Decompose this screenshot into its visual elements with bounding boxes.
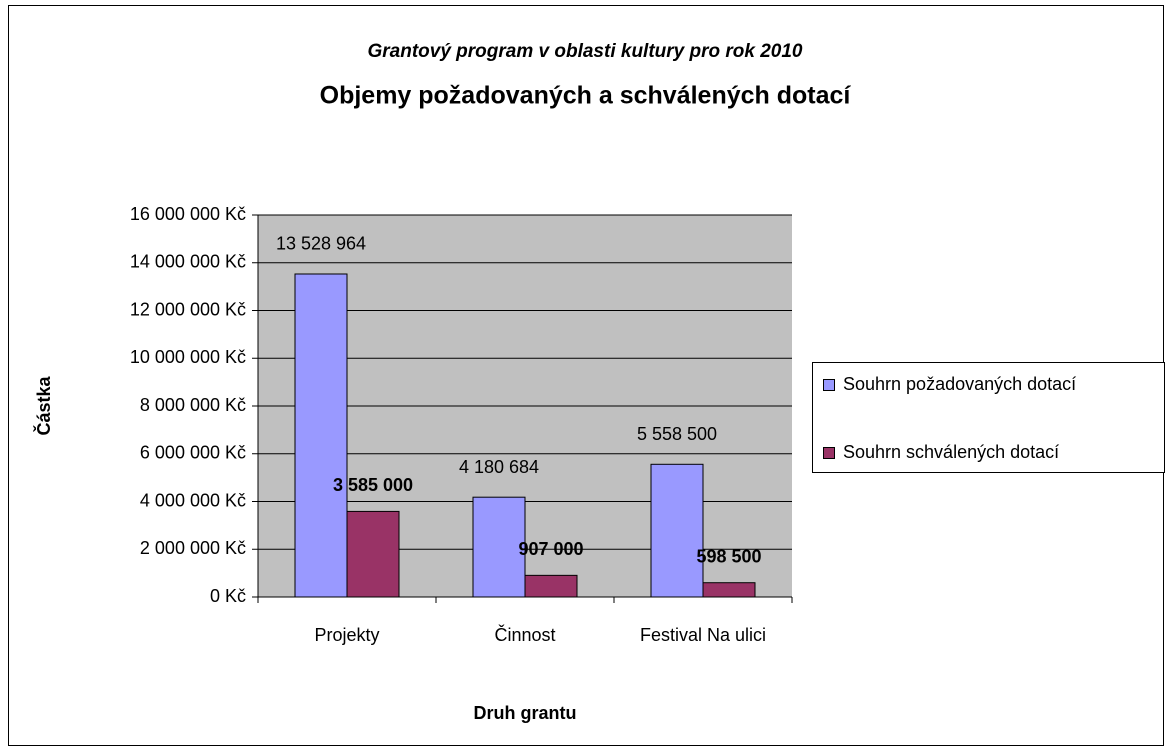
y-tick-label: 2 000 000 Kč (140, 538, 246, 558)
data-label: 3 585 000 (333, 475, 413, 495)
data-label: 4 180 684 (459, 457, 539, 477)
data-label: 5 558 500 (637, 424, 717, 444)
x-tick-label: Projekty (314, 625, 379, 645)
chart-subtitle: Grantový program v oblasti kultury pro r… (367, 41, 802, 62)
x-tick-label: Festival Na ulici (640, 625, 766, 645)
y-tick-label: 8 000 000 Kč (140, 395, 246, 415)
bar (472, 496, 526, 598)
legend-swatch (823, 379, 835, 391)
y-axis-title: Částka (33, 375, 54, 435)
bar (650, 463, 704, 598)
bar (346, 510, 400, 598)
y-tick-label: 4 000 000 Kč (140, 490, 246, 510)
y-tick-label: 16 000 000 Kč (130, 204, 246, 224)
x-tick-label: Činnost (494, 624, 555, 645)
y-tick-label: 14 000 000 Kč (130, 252, 246, 272)
data-label: 907 000 (518, 539, 583, 559)
y-tick-label: 0 Kč (210, 586, 246, 606)
y-tick-label: 10 000 000 Kč (130, 347, 246, 367)
data-label: 13 528 964 (276, 234, 366, 254)
y-tick-label: 12 000 000 Kč (130, 299, 246, 319)
y-tick-label: 6 000 000 Kč (140, 443, 246, 463)
x-axis-title: Druh grantu (474, 703, 577, 723)
bar (294, 273, 348, 598)
legend-label: Souhrn požadovaných dotací (843, 374, 1076, 394)
bar (524, 574, 578, 598)
bar (702, 582, 756, 598)
legend (812, 362, 1165, 473)
chart-title: Objemy požadovaných a schválených dotací (320, 82, 852, 110)
legend-label: Souhrn schválených dotací (843, 442, 1059, 462)
data-label: 598 500 (696, 546, 761, 566)
legend-swatch (823, 447, 835, 459)
